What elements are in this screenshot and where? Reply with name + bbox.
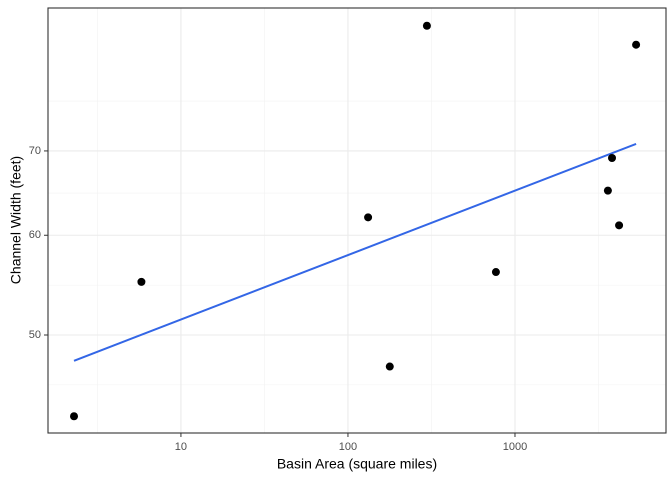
x-axis-title: Basin Area (square miles) bbox=[277, 456, 437, 472]
point bbox=[608, 154, 617, 163]
trend-line bbox=[73, 143, 637, 362]
y-tick-label: 70 bbox=[29, 145, 41, 157]
point bbox=[70, 412, 79, 421]
point bbox=[137, 277, 146, 286]
y-tick-label: 60 bbox=[29, 229, 41, 241]
y-axis-title: Channel Width (feet) bbox=[8, 156, 24, 284]
x-tick-label: 1000 bbox=[503, 441, 527, 453]
point bbox=[422, 21, 431, 30]
point bbox=[632, 40, 641, 49]
point bbox=[491, 268, 500, 277]
panel-border bbox=[47, 7, 667, 434]
point bbox=[615, 221, 624, 230]
y-tick-label: 50 bbox=[29, 329, 41, 341]
x-tick-label: 100 bbox=[339, 441, 357, 453]
x-tick-label: 10 bbox=[175, 441, 187, 453]
point bbox=[364, 213, 373, 222]
point bbox=[385, 362, 394, 371]
point bbox=[603, 186, 612, 195]
